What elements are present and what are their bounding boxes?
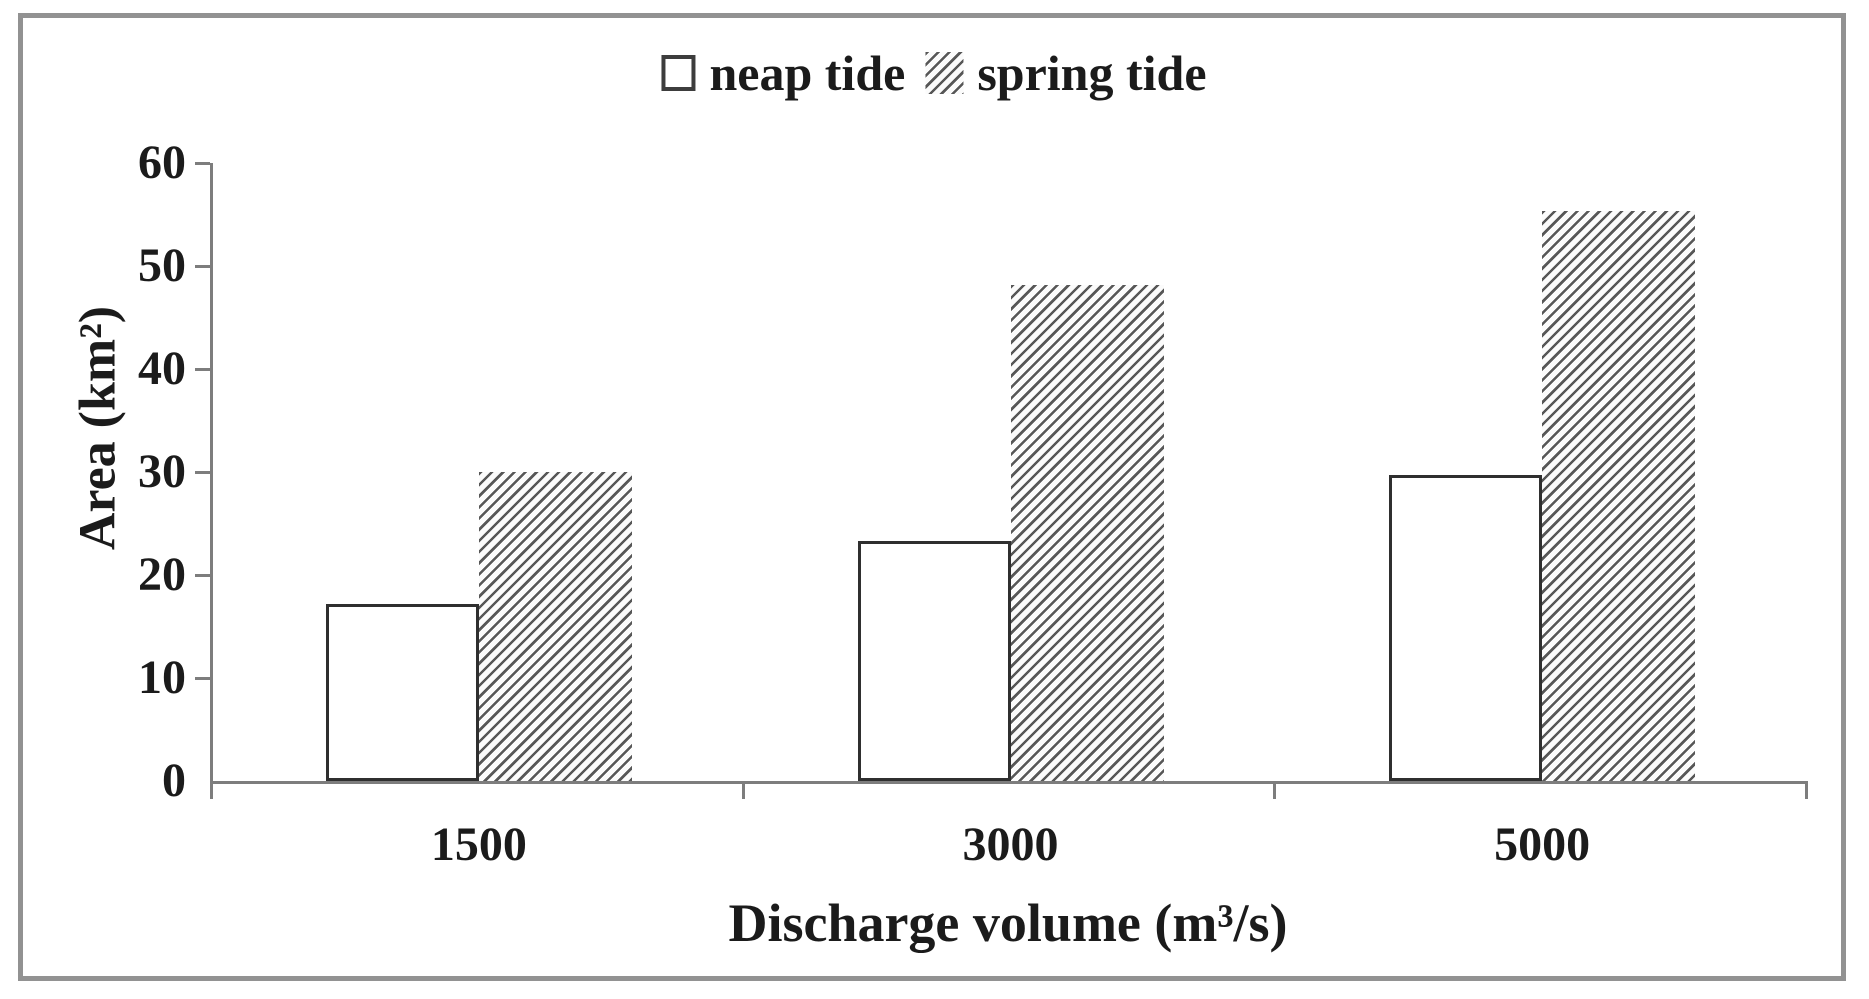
x-tick-label: 5000	[1494, 818, 1591, 871]
y-tick	[195, 161, 210, 165]
y-axis-title: Area (km²)	[69, 305, 127, 551]
legend: neap tide spring tide	[661, 45, 1207, 101]
bar-spring-tide-1500	[479, 472, 632, 781]
x-tick	[210, 784, 213, 799]
plot-area: 0 10 20 30 40 50 60 1500 3000 5000	[138, 139, 1808, 869]
legend-label-spring-tide: spring tide	[977, 45, 1207, 101]
y-tick-label: 10	[138, 651, 186, 704]
y-tick-label: 20	[138, 548, 186, 601]
y-tick	[195, 470, 210, 474]
y-tick-label: 30	[138, 445, 186, 498]
y-tick-label: 60	[138, 136, 186, 189]
y-tick-label: 50	[138, 239, 186, 292]
spring-tide-hatch-swatch-icon	[925, 52, 964, 94]
y-tick	[195, 676, 210, 680]
x-tick-label: 1500	[430, 818, 527, 871]
x-tick-label: 3000	[962, 818, 1059, 871]
y-tick	[195, 573, 210, 577]
neap-tide-swatch-icon	[661, 55, 696, 91]
legend-label-neap-tide: neap tide	[709, 45, 906, 101]
figure-frame	[18, 13, 1846, 981]
bar-spring-tide-3000	[1011, 285, 1164, 781]
y-tick-label: 40	[138, 342, 186, 395]
x-tick	[1273, 784, 1276, 799]
x-tick	[742, 784, 745, 799]
y-tick	[195, 367, 210, 371]
x-axis-title: Discharge volume (m³/s)	[728, 893, 1288, 953]
legend-item-spring-tide: spring tide	[925, 45, 1207, 101]
y-tick-label: 0	[162, 754, 186, 807]
bar-neap-tide-1500	[326, 604, 479, 781]
x-tick	[1805, 784, 1808, 799]
bar-neap-tide-3000	[858, 541, 1011, 781]
bar-neap-tide-5000	[1389, 475, 1542, 781]
y-tick	[195, 264, 210, 268]
bar-spring-tide-5000	[1542, 211, 1695, 781]
legend-item-neap-tide: neap tide	[661, 48, 905, 98]
